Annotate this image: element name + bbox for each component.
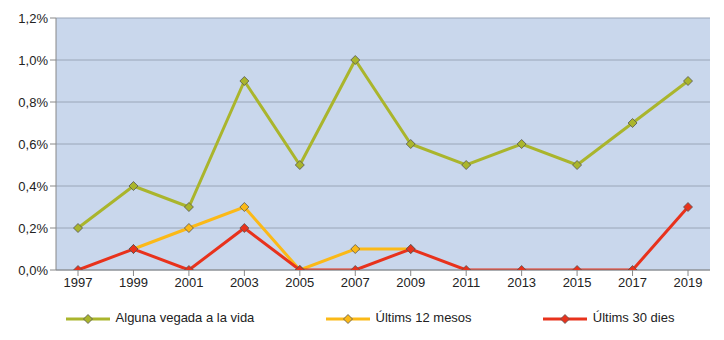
html-text:Alguna vegada a la vida: Alguna vegada a la vida (115, 310, 255, 325)
svg-text:2007: 2007 (341, 275, 370, 290)
svg-text:2017: 2017 (618, 275, 647, 290)
svg-text:2011: 2011 (452, 275, 480, 290)
html-text:Últims 12 mesos: Últims 12 mesos (375, 310, 472, 325)
svg-text:1,0%: 1,0% (18, 53, 48, 68)
svg-text:1,2%: 1,2% (18, 11, 48, 26)
svg-text:0,4%: 0,4% (18, 179, 48, 194)
svg-text:2001: 2001 (174, 275, 203, 290)
svg-text:0,0%: 0,0% (18, 263, 48, 278)
svg-text:1997: 1997 (64, 275, 93, 290)
svg-text:2009: 2009 (396, 275, 425, 290)
svg-text:2003: 2003 (230, 275, 259, 290)
svg-text:0,6%: 0,6% (18, 137, 48, 152)
svg-text:1999: 1999 (119, 275, 148, 290)
svg-text:2019: 2019 (674, 275, 703, 290)
svg-text:0,2%: 0,2% (18, 221, 48, 236)
svg-text:2015: 2015 (563, 275, 592, 290)
svg-text:2013: 2013 (507, 275, 536, 290)
svg-text:2005: 2005 (285, 275, 314, 290)
html-text:Últims 30 dies: Últims 30 dies (592, 310, 675, 325)
svg-text:0,8%: 0,8% (18, 95, 48, 110)
